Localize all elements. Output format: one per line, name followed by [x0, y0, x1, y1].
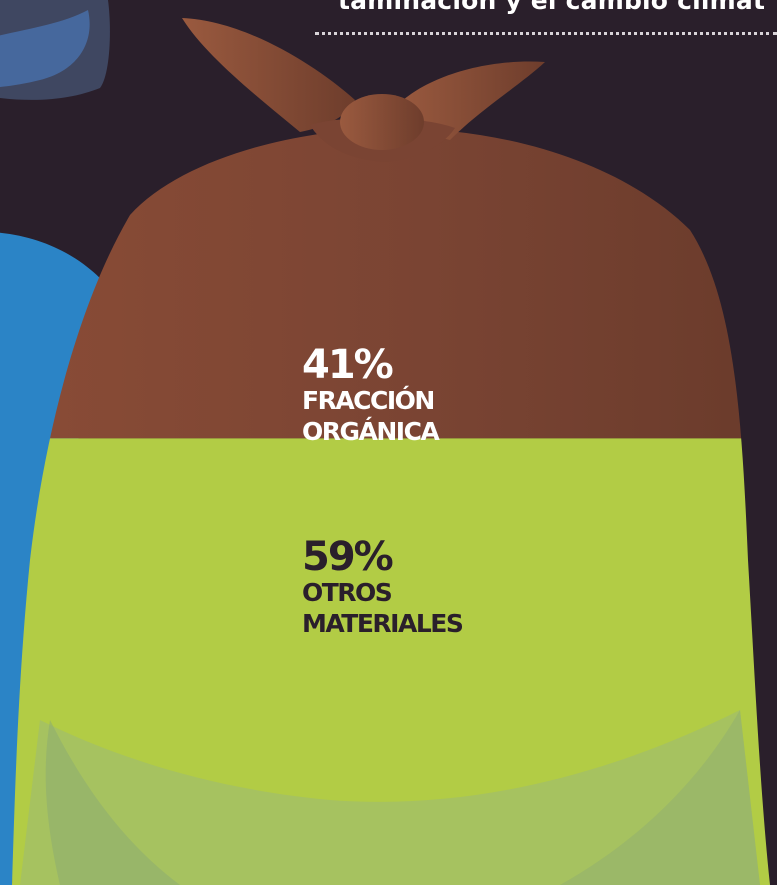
bag-tie-left-ear [182, 18, 355, 132]
bag-transparent-bottom [20, 710, 760, 885]
other-label-line2: MATERIALES [302, 609, 464, 638]
dotted-divider [315, 32, 777, 35]
other-materials-label: 59% OTROS MATERIALES [302, 534, 464, 639]
organic-label-line2: ORGÁNICA [302, 417, 440, 446]
bag-transparent-fold-right [560, 710, 760, 885]
other-percent: 59% [302, 534, 394, 580]
bag-transparent-fold [45, 720, 181, 885]
organic-fraction-label: 41% FRACCIÓN ORGÁNICA [302, 342, 440, 447]
background-gray-bag-highlight [0, 10, 90, 88]
bag-knot [340, 94, 424, 150]
organic-percent: 41% [302, 342, 394, 388]
organic-label-line1: FRACCIÓN [302, 386, 435, 415]
other-label-line1: OTROS [302, 578, 393, 607]
top-caption: taminación y el cambio climát [338, 0, 766, 15]
bag-tie-right-ear [395, 61, 545, 140]
